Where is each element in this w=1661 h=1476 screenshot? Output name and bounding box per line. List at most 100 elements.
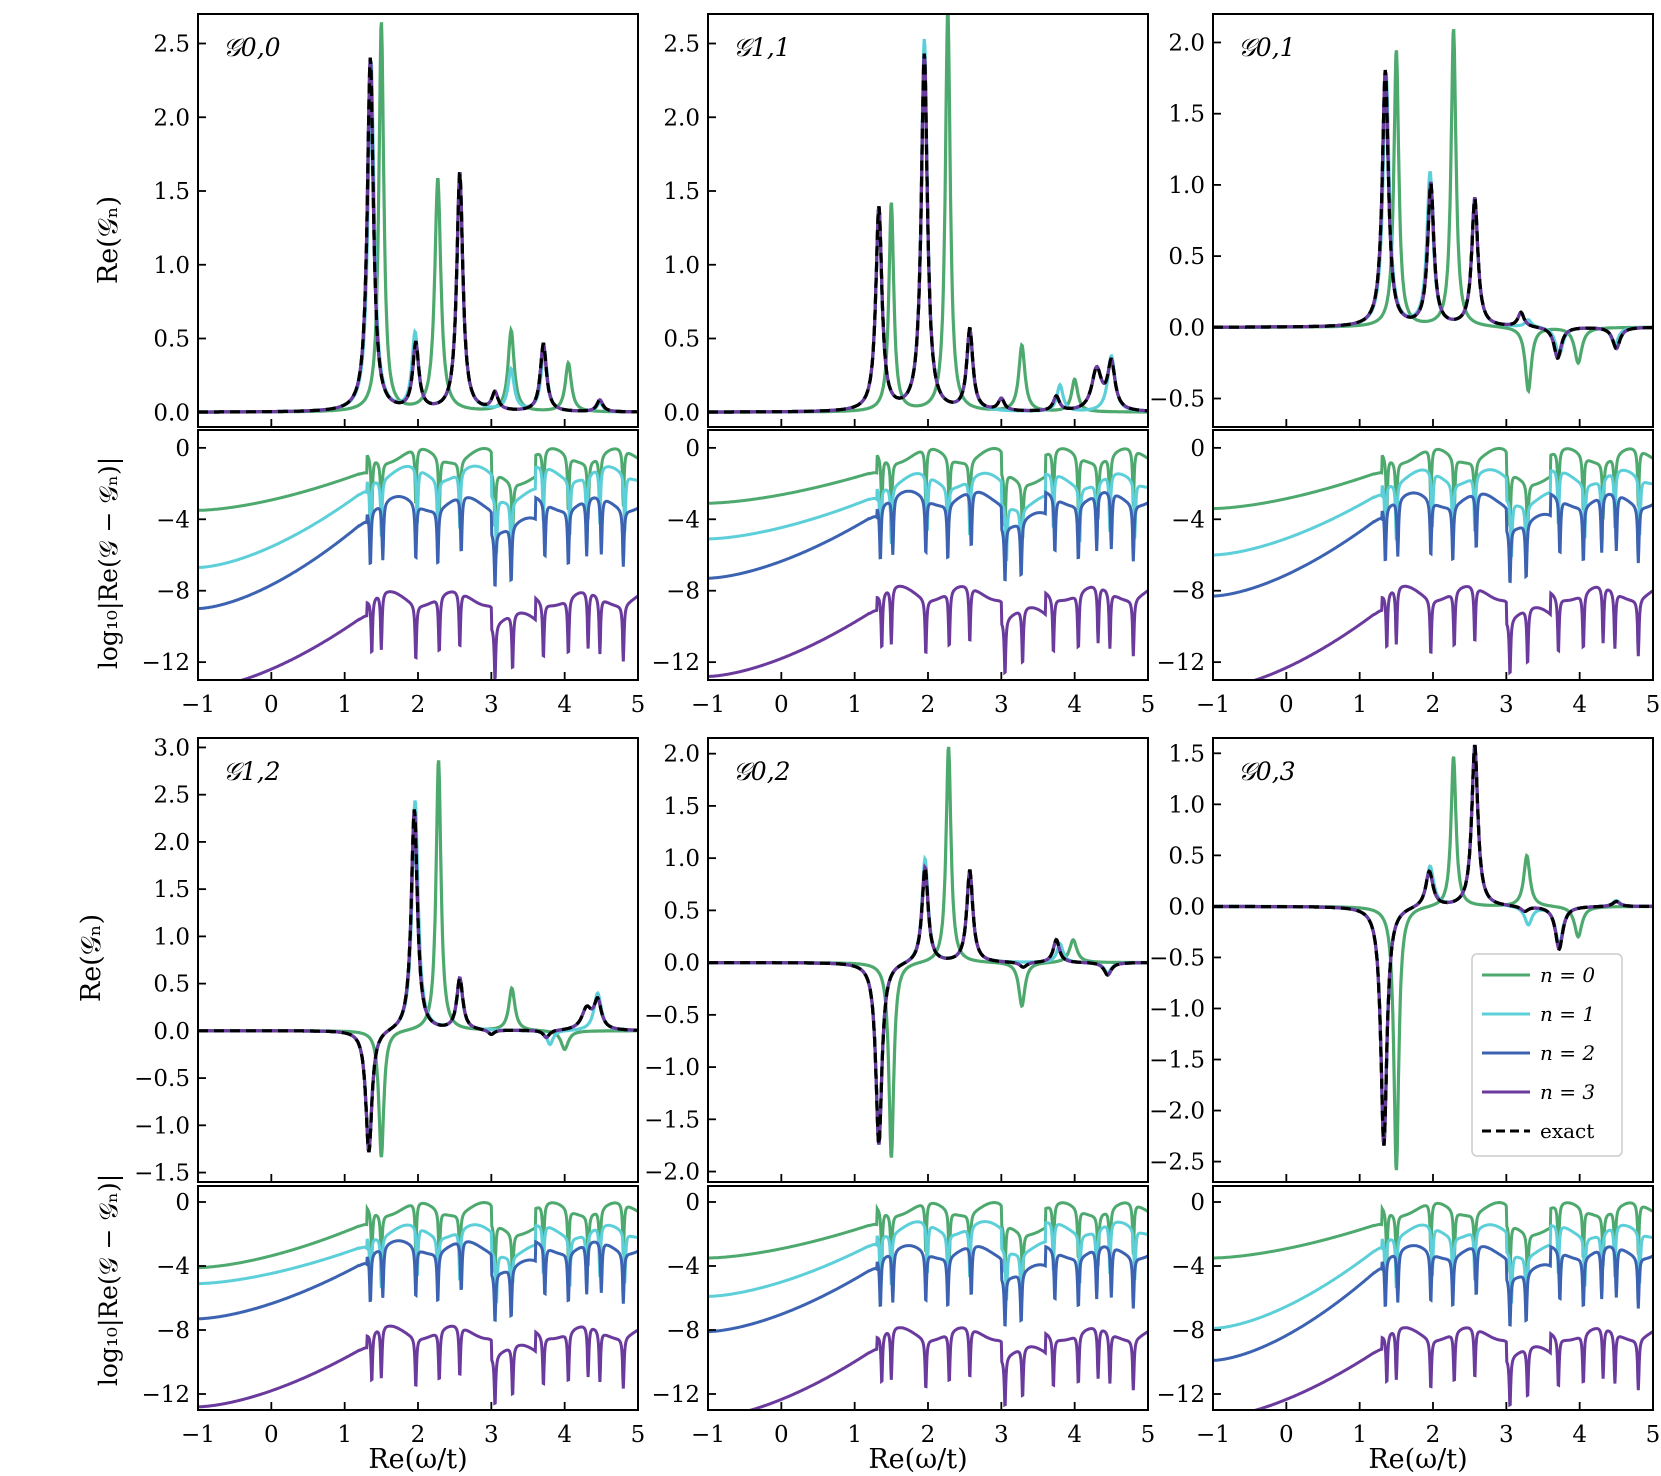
xtick-label: 3	[994, 692, 1009, 718]
panel-title: 𝒢0,3	[1238, 757, 1296, 786]
log-series-n2-line	[198, 1239, 638, 1323]
panel-title: 𝒢0,2	[733, 757, 791, 786]
top-curves	[198, 22, 638, 414]
ytick-label: 1.5	[1168, 741, 1205, 767]
ytick-label: 1.5	[663, 179, 700, 205]
ytick-label: 2.0	[153, 830, 190, 856]
panel-4: −2.0 −1.5 −1.0 −0.5 0.0 0.5 1.0 1.5 2.0 𝒢0,2 0 −4 −8…	[644, 737, 1156, 1448]
ytick-label: 1.5	[153, 877, 190, 903]
ytick-label: −0.5	[1149, 945, 1205, 971]
xtick-label: 5	[1646, 692, 1661, 718]
ytick-label: 2.0	[663, 742, 700, 768]
xtick-label: 1	[337, 692, 352, 718]
top-curves	[1213, 28, 1653, 395]
xtick-label: −1	[1196, 692, 1230, 718]
xtick-label: 3	[484, 692, 499, 718]
log-curves	[198, 1201, 638, 1409]
ytick-label: 0.5	[663, 327, 700, 353]
ytick-label: −1.0	[134, 1113, 190, 1139]
series-exact-line	[708, 863, 1148, 1145]
xtick-label: 4	[557, 1422, 572, 1448]
xtick-label: 3	[994, 1422, 1009, 1448]
ytick-label: 0.0	[663, 951, 700, 977]
xtick-label: −1	[181, 1422, 215, 1448]
log-series-n3-line	[1250, 1326, 1653, 1410]
ytick-label: 1.5	[153, 179, 190, 205]
ytick-label: −1.5	[1149, 1048, 1205, 1074]
ylabel-top-row1: Re(𝒢ₙ)	[93, 196, 124, 284]
ytick-label: 2.5	[153, 783, 190, 809]
log-series-n3-line	[1250, 584, 1653, 680]
xtick-label: 5	[631, 1422, 646, 1448]
log-ytick-label: −12	[651, 1382, 700, 1408]
ytick-label: −2.0	[644, 1160, 700, 1186]
log-ytick-label: −8	[1171, 579, 1205, 605]
ytick-label: 2.0	[153, 105, 190, 131]
panel-2: −0.5 0.0 0.5 1.0 1.5 2.0 𝒢0,1 0 −4 −8 −12 −1 0 1 2 3 4 5	[1149, 13, 1661, 718]
xtick-label: 5	[1141, 1422, 1156, 1448]
ytick-label: 2.0	[663, 105, 700, 131]
log-ytick-label: −4	[1171, 1254, 1205, 1280]
legend-item-exact: exact	[1482, 1119, 1594, 1143]
log-ytick-label: 0	[175, 1190, 190, 1216]
ytick-label: 1.5	[1168, 102, 1205, 128]
xtick-label: 5	[1646, 1422, 1661, 1448]
ytick-label: 0.0	[663, 400, 700, 426]
xtick-label: 2	[921, 692, 936, 718]
log-curves	[708, 1201, 1148, 1410]
xtick-label: −1	[691, 1422, 725, 1448]
log-series-n0-line	[1213, 1201, 1653, 1283]
log-ytick-label: 0	[1190, 436, 1205, 462]
ytick-label: 0.0	[1168, 894, 1205, 920]
ytick-label: 1.0	[663, 253, 700, 279]
log-series-n3-line	[708, 584, 1148, 678]
log-series-n2-line	[1213, 491, 1653, 598]
log-ytick-label: −4	[1171, 507, 1205, 533]
panel-5: −2.5 −2.0 −1.5 −1.0 −0.5 0.0 0.5 1.0 1.5 𝒢0,3 0 −4 −…	[1149, 737, 1661, 1448]
panel-title: 𝒢0,1	[1238, 33, 1296, 62]
log-series-n2-line	[708, 489, 1148, 582]
log-series-n1-line	[708, 1220, 1148, 1303]
legend-label-n3: n = 3	[1540, 1080, 1595, 1104]
ytick-label: −1.0	[1149, 996, 1205, 1022]
xtick-label: 1	[1352, 1422, 1367, 1448]
legend-label-exact: exact	[1540, 1119, 1594, 1143]
xtick-label: 1	[847, 692, 862, 718]
ytick-label: −2.5	[1149, 1150, 1205, 1176]
xtick-label: 0	[1279, 1422, 1294, 1448]
xtick-label: 2	[1426, 692, 1441, 718]
legend-item-n3: n = 3	[1482, 1080, 1595, 1104]
log-series-n0-line	[708, 1201, 1148, 1283]
log-ytick-label: −12	[141, 650, 190, 676]
log-ytick-label: 0	[685, 1190, 700, 1216]
log-ytick-label: −12	[141, 1382, 190, 1408]
ytick-label: 0.5	[663, 898, 700, 924]
log-ytick-label: 0	[1190, 1190, 1205, 1216]
log-ytick-label: 0	[685, 436, 700, 462]
ytick-label: 1.0	[1168, 173, 1205, 199]
ytick-label: −0.5	[1149, 387, 1205, 413]
ytick-label: −2.0	[1149, 1099, 1205, 1125]
series-exact-line	[1213, 744, 1653, 1146]
ytick-label: 2.5	[153, 32, 190, 58]
log-ytick-label: −12	[1156, 650, 1205, 676]
panel-title: 𝒢1,2	[223, 757, 281, 786]
xtick-label: 4	[557, 692, 572, 718]
legend-label-n2: n = 2	[1540, 1041, 1595, 1065]
xtick-label: 5	[631, 692, 646, 718]
xtick-label: −1	[691, 692, 725, 718]
log-ytick-label: 0	[175, 436, 190, 462]
log-ytick-label: −4	[666, 1254, 700, 1280]
ytick-label: −0.5	[134, 1066, 190, 1092]
log-curves	[708, 447, 1148, 678]
svg-text:Re(𝒢ₙ): Re(𝒢ₙ)	[76, 914, 107, 1002]
log-curves	[1213, 1201, 1653, 1410]
xtick-label: 3	[1499, 692, 1514, 718]
series-exact-line	[1213, 69, 1653, 361]
xlabel-col3: Re(ω/t)	[1368, 1444, 1467, 1475]
log-series-n2-line	[1213, 1244, 1653, 1362]
log-ytick-label: −8	[666, 579, 700, 605]
ylabel-bottom-row1: log₁₀|Re(𝒢 − 𝒢ₙ)|	[94, 457, 124, 669]
ytick-label: 0.5	[1168, 244, 1205, 270]
top-curves	[1213, 744, 1653, 1171]
